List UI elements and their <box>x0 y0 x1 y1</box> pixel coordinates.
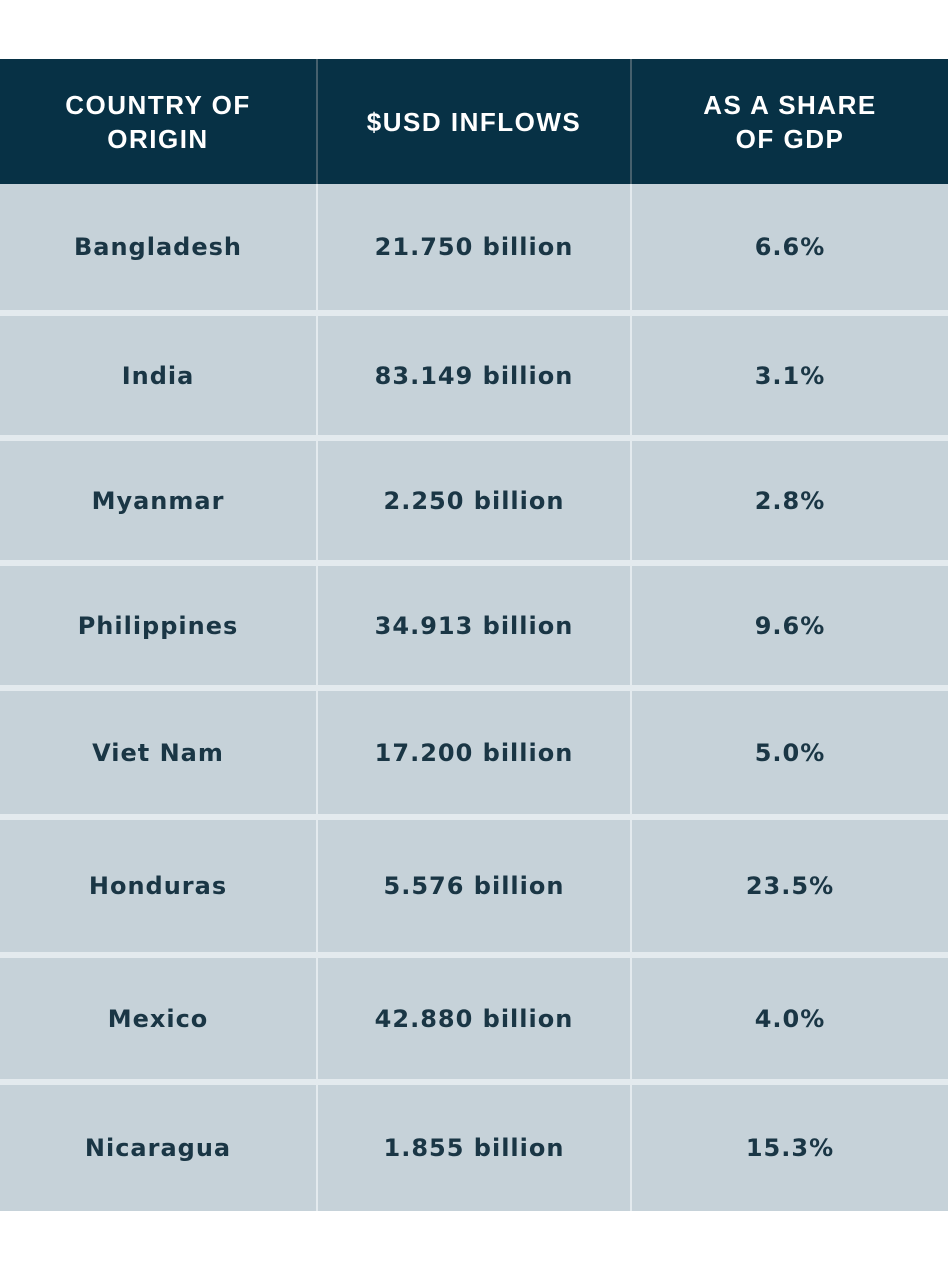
table-row: Honduras 5.576 billion 23.5% <box>0 820 948 958</box>
inflows-cell: 2.250 billion <box>316 441 630 560</box>
country-cell: Honduras <box>88 872 228 900</box>
table-row: Nicaragua 1.855 billion 15.3% <box>0 1085 948 1211</box>
table-row: Viet Nam 17.200 billion 5.0% <box>0 691 948 820</box>
country-cell: Nicaragua <box>84 1134 232 1162</box>
table-row: Bangladesh 21.750 billion 6.6% <box>0 184 948 316</box>
table-row: Mexico 42.880 billion 4.0% <box>0 958 948 1085</box>
country-cell: India <box>121 361 195 390</box>
inflows-cell: 83.149 billion <box>316 316 630 435</box>
table-row: Myanmar 2.250 billion 2.8% <box>0 441 948 566</box>
inflows-cell: 21.750 billion <box>316 184 630 310</box>
inflows-cell: 5.576 billion <box>316 820 630 952</box>
inflows-cell: 42.880 billion <box>316 958 630 1079</box>
share-cell: 2.8% <box>630 441 948 560</box>
inflows-cell: 34.913 billion <box>316 566 630 685</box>
country-cell: Viet Nam <box>92 738 224 767</box>
remittance-table: COUNTRY OF ORIGIN $USD INFLOWS AS A SHAR… <box>0 59 948 1211</box>
share-cell: 3.1% <box>630 316 948 435</box>
country-cell: Myanmar <box>91 486 225 515</box>
share-cell: 6.6% <box>630 184 948 310</box>
share-cell: 5.0% <box>630 691 948 814</box>
share-cell: 9.6% <box>630 566 948 685</box>
header-usd-inflows: $USD INFLOWS <box>316 59 630 184</box>
inflows-cell: 1.855 billion <box>316 1085 630 1211</box>
table-row: Philippines 34.913 billion 9.6% <box>0 566 948 691</box>
country-cell: Bangladesh <box>73 233 242 261</box>
share-cell: 23.5% <box>630 820 948 952</box>
header-share-of-gdp: AS A SHARE OF GDP <box>630 59 948 184</box>
share-cell: 4.0% <box>630 958 948 1079</box>
table-header: COUNTRY OF ORIGIN $USD INFLOWS AS A SHAR… <box>0 59 948 184</box>
header-country-of-origin: COUNTRY OF ORIGIN <box>65 89 251 154</box>
inflows-cell: 17.200 billion <box>316 691 630 814</box>
country-cell: Mexico <box>107 1004 209 1033</box>
share-cell: 15.3% <box>630 1085 948 1211</box>
table-row: India 83.149 billion 3.1% <box>0 316 948 441</box>
country-cell: Philippines <box>77 611 239 640</box>
